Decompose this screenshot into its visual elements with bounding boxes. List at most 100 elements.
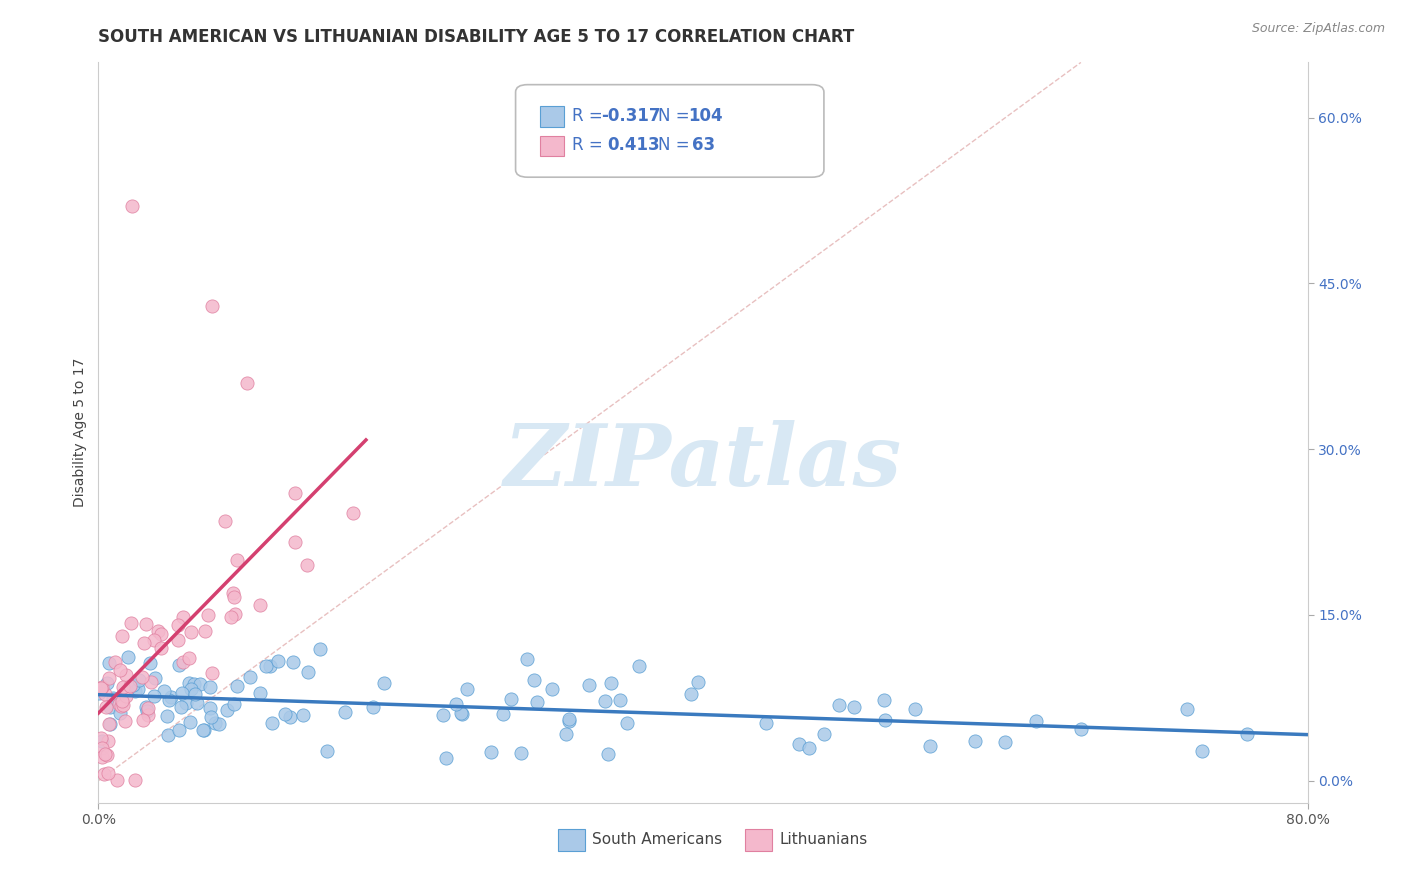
Point bbox=[316, 744, 339, 758]
Point bbox=[93, 687, 115, 701]
Point bbox=[160, 690, 183, 705]
Point bbox=[204, 715, 226, 730]
Point bbox=[284, 535, 307, 549]
Point bbox=[96, 747, 118, 762]
Point bbox=[284, 486, 307, 500]
Point bbox=[184, 687, 207, 701]
Text: Lithuanians: Lithuanians bbox=[779, 832, 868, 847]
Point bbox=[132, 636, 155, 650]
Point bbox=[108, 697, 131, 711]
Point bbox=[170, 700, 193, 714]
Point bbox=[224, 607, 246, 622]
Point bbox=[111, 680, 134, 694]
Point bbox=[183, 677, 205, 691]
Point bbox=[201, 665, 224, 680]
Point bbox=[557, 714, 579, 728]
Point bbox=[193, 723, 215, 737]
Point bbox=[965, 734, 987, 748]
Point bbox=[291, 707, 314, 722]
FancyBboxPatch shape bbox=[516, 85, 824, 178]
Point bbox=[875, 714, 897, 728]
Point bbox=[599, 675, 621, 690]
Point bbox=[200, 681, 222, 695]
Point bbox=[157, 728, 180, 742]
Point bbox=[267, 654, 290, 668]
Text: R =: R = bbox=[572, 107, 609, 125]
Point bbox=[131, 670, 153, 684]
Point bbox=[94, 747, 117, 761]
Point bbox=[167, 632, 190, 647]
Point bbox=[172, 686, 194, 700]
Point bbox=[333, 705, 356, 719]
Point bbox=[108, 663, 131, 677]
Point bbox=[450, 706, 472, 721]
Text: N =: N = bbox=[658, 107, 695, 125]
Point bbox=[226, 679, 249, 693]
Point bbox=[226, 553, 249, 567]
Point bbox=[593, 694, 616, 708]
Point bbox=[510, 746, 533, 760]
Point bbox=[679, 687, 702, 701]
Point bbox=[121, 615, 143, 630]
Point bbox=[112, 698, 135, 712]
Point bbox=[139, 656, 162, 670]
Point bbox=[297, 558, 319, 573]
Point bbox=[558, 712, 581, 726]
Point bbox=[91, 750, 114, 764]
Point bbox=[157, 693, 180, 707]
Point bbox=[686, 675, 709, 690]
Point bbox=[342, 506, 364, 520]
Point bbox=[124, 772, 146, 787]
Point bbox=[214, 514, 236, 528]
Point bbox=[222, 585, 245, 599]
Point bbox=[499, 691, 522, 706]
Point bbox=[93, 767, 115, 781]
Point bbox=[492, 707, 515, 722]
Point bbox=[873, 692, 896, 706]
Point bbox=[609, 693, 631, 707]
Point bbox=[124, 683, 146, 698]
Point bbox=[172, 610, 194, 624]
Point bbox=[97, 766, 120, 780]
Point bbox=[104, 655, 127, 669]
Point bbox=[191, 723, 214, 737]
Point bbox=[828, 698, 851, 712]
Point bbox=[136, 708, 159, 723]
Text: R =: R = bbox=[572, 136, 609, 154]
Point bbox=[200, 710, 222, 724]
Point bbox=[450, 706, 472, 721]
Text: 0.413: 0.413 bbox=[607, 136, 659, 154]
Point bbox=[167, 618, 190, 632]
Point bbox=[221, 610, 243, 624]
Point bbox=[108, 706, 131, 720]
Point bbox=[94, 699, 117, 714]
Point bbox=[249, 686, 271, 700]
Point bbox=[201, 299, 224, 313]
Point bbox=[90, 681, 112, 696]
Text: ZIPatlas: ZIPatlas bbox=[503, 420, 903, 504]
Point bbox=[90, 731, 112, 745]
FancyBboxPatch shape bbox=[540, 106, 564, 127]
Point bbox=[143, 690, 166, 704]
Point bbox=[110, 698, 132, 713]
Text: N =: N = bbox=[658, 136, 695, 154]
Point bbox=[787, 737, 810, 751]
Point bbox=[179, 650, 201, 665]
Point bbox=[197, 608, 219, 623]
Point bbox=[148, 624, 170, 638]
Point bbox=[135, 699, 157, 714]
Point bbox=[98, 671, 121, 685]
Point bbox=[1024, 714, 1046, 728]
Point bbox=[260, 716, 283, 731]
Point bbox=[136, 704, 159, 718]
Point bbox=[128, 673, 150, 687]
Point bbox=[179, 714, 201, 729]
Point bbox=[224, 697, 246, 711]
Point bbox=[174, 696, 197, 710]
Point bbox=[578, 678, 600, 692]
Text: South Americans: South Americans bbox=[592, 832, 721, 847]
Point bbox=[142, 632, 165, 647]
Point bbox=[844, 700, 866, 714]
Text: -0.317: -0.317 bbox=[602, 107, 661, 125]
Point bbox=[239, 670, 262, 684]
